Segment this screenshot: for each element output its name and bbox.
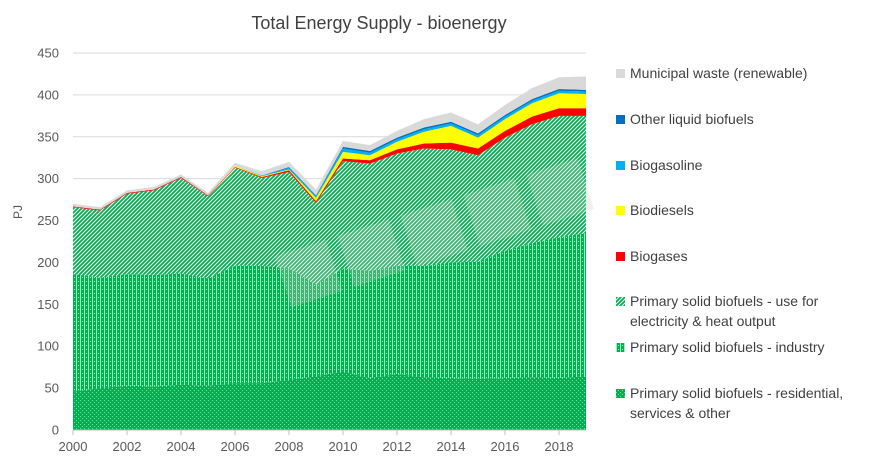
legend-label-biogasoline: Biogasoline: [630, 157, 703, 173]
legend-label-primary-solid-biofuels-use-for-electricity-heat-output: Primary solid biofuels - use for electric…: [630, 293, 819, 329]
area-biogases: [73, 108, 586, 211]
legend-label-primary-solid-biofuels-residential-services-other: Primary solid biofuels - residential, ser…: [630, 385, 843, 421]
area-primary-solid-biofuels-use-for-electricity-heat-output: [73, 115, 586, 285]
legend-swatch-municipal-waste-renewable: [616, 69, 625, 78]
legend-label-primary-solid-biofuels-industry: Primary solid biofuels - industry: [630, 339, 825, 355]
y-tick-label: 0: [52, 423, 59, 438]
y-tick-label: 150: [37, 297, 59, 312]
y-tick-label: 450: [37, 46, 59, 61]
area-biodiesels: [73, 93, 586, 210]
y-tick-label: 350: [37, 129, 59, 144]
legend-swatch-primary-solid-biofuels-residential-services-other: [616, 389, 625, 398]
stacked-areas: [73, 76, 586, 430]
legend: Municipal waste (renewable) Other liquid …: [616, 65, 843, 421]
x-tick-label: 2006: [221, 439, 250, 454]
legend-swatch-biodiesels: [616, 206, 625, 215]
legend-swatch-primary-solid-biofuels-industry: [616, 343, 625, 352]
area-primary-solid-biofuels-residential-services-other: [73, 371, 586, 430]
x-tick-label: 2014: [437, 439, 466, 454]
x-tick-label: 2002: [113, 439, 142, 454]
x-tick-label: 2018: [545, 439, 574, 454]
area-primary-solid-biofuels-industry: [73, 233, 586, 392]
x-tick-label: 2016: [491, 439, 520, 454]
y-tick-label: 300: [37, 171, 59, 186]
y-tick-label: 50: [45, 381, 59, 396]
axes: 0 50 100 150 200 250 300 350 400 450 2000 2002 2004 2…: [37, 46, 586, 454]
y-tick-label: 100: [37, 339, 59, 354]
legend-label-biodiesels: Biodiesels: [630, 202, 694, 218]
x-tick-label: 2008: [275, 439, 304, 454]
y-tick-label: 400: [37, 87, 59, 102]
x-tick-label: 2004: [167, 439, 196, 454]
y-axis-label: PJ: [11, 205, 25, 219]
legend-swatch-primary-solid-biofuels-use-for-electricity-heat-output: [616, 297, 625, 306]
legend-label-municipal-waste-renewable: Municipal waste (renewable): [630, 65, 807, 81]
legend-swatch-biogasoline: [616, 161, 625, 170]
x-tick-label: 2012: [383, 439, 412, 454]
legend-label-biogases: Biogases: [630, 248, 688, 264]
chart-title: Total Energy Supply - bioenergy: [251, 13, 506, 33]
area-municipal-waste-renewable: [73, 76, 586, 210]
x-tick-label: 2010: [329, 439, 358, 454]
legend-swatch-biogases: [616, 252, 625, 261]
legend-swatch-other-liquid-biofuels: [616, 115, 625, 124]
legend-label-other-liquid-biofuels: Other liquid biofuels: [630, 111, 754, 127]
y-tick-label: 250: [37, 213, 59, 228]
y-tick-label: 200: [37, 255, 59, 270]
x-tick-label: 2000: [59, 439, 88, 454]
